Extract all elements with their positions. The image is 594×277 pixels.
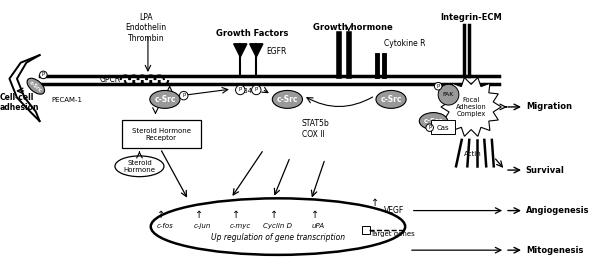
Text: P: P <box>428 125 431 130</box>
Text: Cyclin D: Cyclin D <box>264 223 292 229</box>
Circle shape <box>438 84 459 105</box>
Text: c-Src: c-Src <box>277 95 298 104</box>
Polygon shape <box>233 44 247 57</box>
Text: Angiogenesis: Angiogenesis <box>526 206 589 215</box>
Text: Steroid Hormone
Receptor: Steroid Hormone Receptor <box>132 128 191 141</box>
Text: ↑: ↑ <box>232 210 241 220</box>
Text: Cytokine R: Cytokine R <box>384 39 426 48</box>
Text: Target genes: Target genes <box>370 231 415 237</box>
Text: c-Src: c-Src <box>29 79 43 93</box>
FancyBboxPatch shape <box>431 120 454 134</box>
Circle shape <box>426 124 434 131</box>
Text: LPA
Endothelin
Thrombin: LPA Endothelin Thrombin <box>125 13 166 42</box>
Text: c-jun: c-jun <box>194 223 211 229</box>
Text: Migration: Migration <box>526 102 572 111</box>
Circle shape <box>40 71 47 79</box>
Text: Survival: Survival <box>526 166 565 175</box>
Text: ↑: ↑ <box>311 210 319 220</box>
Text: Mitogenesis: Mitogenesis <box>526 246 583 255</box>
Text: Up regulation of gene transcription: Up regulation of gene transcription <box>211 234 345 242</box>
Circle shape <box>252 85 261 95</box>
Text: Y845: Y845 <box>239 88 257 94</box>
Text: ↑: ↑ <box>371 198 379 208</box>
Text: P: P <box>239 88 242 93</box>
Text: P: P <box>42 72 45 77</box>
Text: GPCR: GPCR <box>99 75 121 84</box>
Ellipse shape <box>27 78 45 94</box>
Text: Focal
Adhesion
Complex: Focal Adhesion Complex <box>456 97 486 117</box>
Text: Integrin-ECM: Integrin-ECM <box>440 13 502 22</box>
Text: EGFR: EGFR <box>267 47 287 56</box>
Circle shape <box>434 83 442 90</box>
Polygon shape <box>441 78 501 136</box>
Ellipse shape <box>272 91 302 108</box>
Text: Cas: Cas <box>437 125 449 131</box>
Text: uPA: uPA <box>312 223 325 229</box>
Text: c-Src: c-Src <box>424 118 443 124</box>
Ellipse shape <box>376 91 406 108</box>
Text: ↑: ↑ <box>157 210 165 220</box>
Text: c-Src: c-Src <box>154 95 176 104</box>
Circle shape <box>236 85 245 95</box>
Ellipse shape <box>150 91 180 108</box>
Text: P: P <box>182 93 185 98</box>
Text: VEGF: VEGF <box>384 206 404 215</box>
Text: ↑: ↑ <box>270 210 278 220</box>
FancyBboxPatch shape <box>122 120 201 148</box>
Text: Cell-cell
adhesion: Cell-cell adhesion <box>0 93 39 112</box>
Ellipse shape <box>419 112 447 130</box>
Circle shape <box>179 91 188 100</box>
Text: PECAM-1: PECAM-1 <box>52 97 83 103</box>
Text: Growth hormone: Growth hormone <box>314 23 393 32</box>
Text: P: P <box>437 84 440 89</box>
Ellipse shape <box>115 156 164 177</box>
Text: P: P <box>255 88 258 93</box>
Text: c-fos: c-fos <box>157 223 173 229</box>
Text: ↑: ↑ <box>195 210 203 220</box>
Text: c-Src: c-Src <box>380 95 402 104</box>
Text: c-myc: c-myc <box>230 223 251 229</box>
Text: FAK: FAK <box>443 92 454 97</box>
Text: Growth Factors: Growth Factors <box>216 29 289 38</box>
Text: Actin: Actin <box>464 151 482 157</box>
Polygon shape <box>249 44 263 57</box>
Text: STAT5b
COX II: STAT5b COX II <box>302 119 329 138</box>
Text: Steroid
Hormone: Steroid Hormone <box>124 160 156 173</box>
